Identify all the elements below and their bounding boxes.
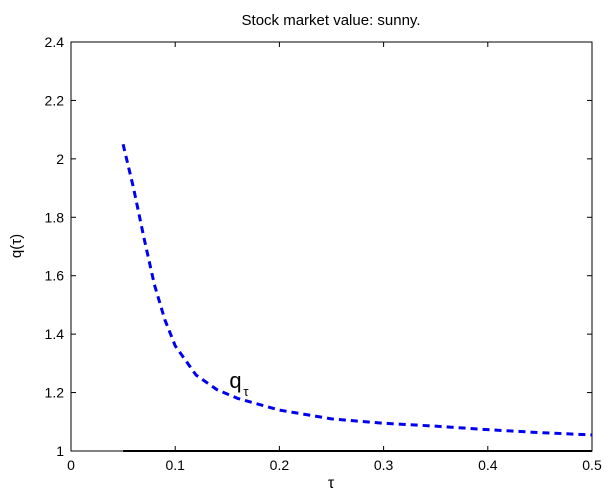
y-tick-label: 1.6 — [45, 268, 65, 284]
y-tick-label: 2.4 — [45, 34, 65, 50]
y-tick-label: 1.8 — [45, 209, 65, 225]
curve-annotation-subscript: τ — [243, 384, 249, 399]
x-axis-label: τ — [328, 475, 335, 492]
y-tick-label: 2 — [56, 151, 64, 167]
series-layer — [121, 143, 593, 452]
y-axis-ticks: 1 1.2 1.4 1.6 1.8 2 2.2 2.4 — [45, 34, 592, 459]
y-tick-label: 1.2 — [45, 385, 65, 401]
x-tick-label: 0 — [67, 457, 75, 473]
plot-area — [70, 41, 593, 452]
x-tick-label: 0.4 — [478, 457, 498, 473]
y-tick-label: 1.4 — [45, 326, 65, 342]
x-tick-label: 0.3 — [374, 457, 394, 473]
chart-title: Stock market value: sunny. — [242, 12, 421, 29]
x-axis-ticks: 0 0.1 0.2 0.3 0.4 0.5 — [67, 42, 602, 473]
q-tau-curve — [121, 143, 593, 437]
curve-annotation: q — [229, 368, 241, 393]
y-tick-label: 1 — [56, 443, 64, 459]
x-tick-label: 0.2 — [270, 457, 290, 473]
x-tick-label: 0.1 — [165, 457, 185, 473]
y-tick-label: 2.2 — [45, 92, 65, 108]
y-axis-label: q(τ) — [8, 234, 25, 258]
x-tick-label: 0.5 — [582, 457, 602, 473]
